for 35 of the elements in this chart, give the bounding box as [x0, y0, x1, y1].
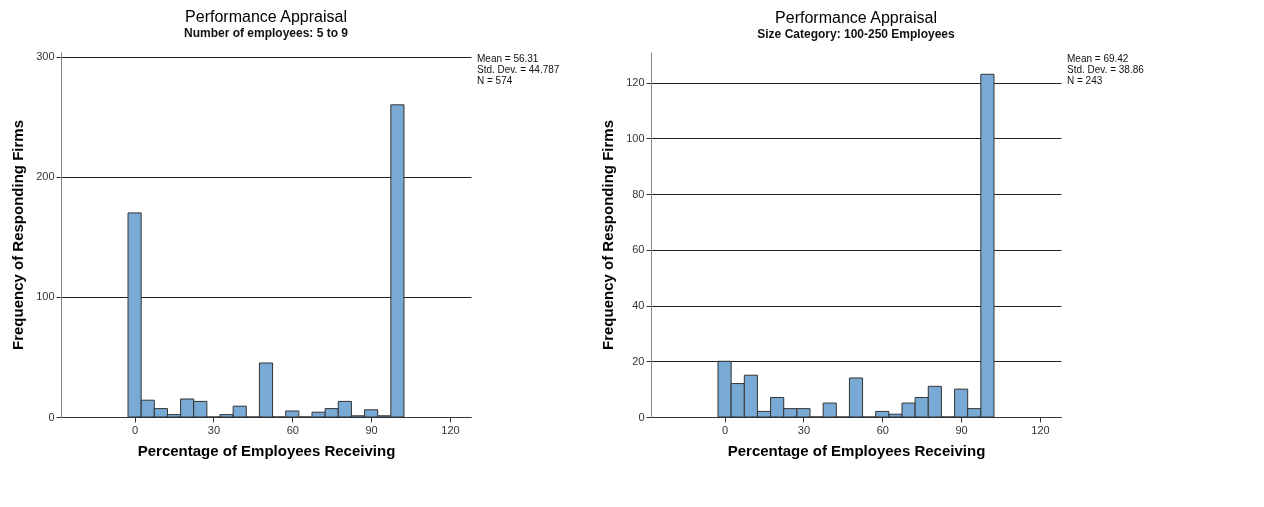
y-tick-label: 100 [626, 131, 645, 144]
text: N = 243 [1067, 75, 1103, 86]
x-tick-label: 120 [1031, 423, 1050, 436]
y-tick-label: 60 [632, 243, 645, 256]
text: Mean = 69.42 [1067, 53, 1129, 64]
y-tick-label: 0 [48, 410, 55, 423]
x-tick-label: 90 [365, 423, 378, 436]
x-tick-label: 60 [286, 423, 299, 436]
y-tick-label: 300 [36, 50, 55, 63]
y-tick-label: 0 [638, 410, 645, 423]
y-axis-title: Frequency of Responding Firms [9, 119, 27, 351]
x-tick-label: 60 [876, 423, 889, 436]
x-tick-label: 90 [955, 423, 968, 436]
y-tick-label: 100 [36, 290, 55, 303]
y-tick-label: 200 [36, 170, 55, 183]
y-tick-label: 40 [632, 299, 645, 312]
chart-title: Performance Appraisal [185, 7, 347, 25]
x-tick-label: 120 [441, 423, 460, 436]
text: N = 574 [477, 75, 513, 86]
chart-subtitle: Size Category: 100-250 Employees [757, 27, 956, 41]
x-tick-label: 30 [797, 423, 811, 436]
chart-title: Performance Appraisal [775, 9, 937, 26]
x-tick-label: 30 [207, 423, 221, 436]
x-axis-title: Percentage of Employees Receiving [727, 441, 986, 459]
y-tick-label: 120 [626, 76, 645, 89]
chart-subtitle: Number of employees: 5 to 9 [183, 25, 349, 40]
x-tick-label: 0 [132, 423, 139, 436]
y-tick-label: 80 [632, 187, 645, 200]
text: Mean = 56.31 [477, 53, 539, 64]
y-axis-title: Frequency of Responding Firms [599, 119, 617, 351]
text: Std. Dev. = 44.787 [477, 64, 560, 75]
text: Std. Dev. = 38.86 [1067, 64, 1145, 75]
y-tick-label: 20 [632, 354, 645, 367]
x-tick-label: 0 [722, 423, 729, 436]
x-axis-title: Percentage of Employees Receiving [137, 441, 396, 459]
